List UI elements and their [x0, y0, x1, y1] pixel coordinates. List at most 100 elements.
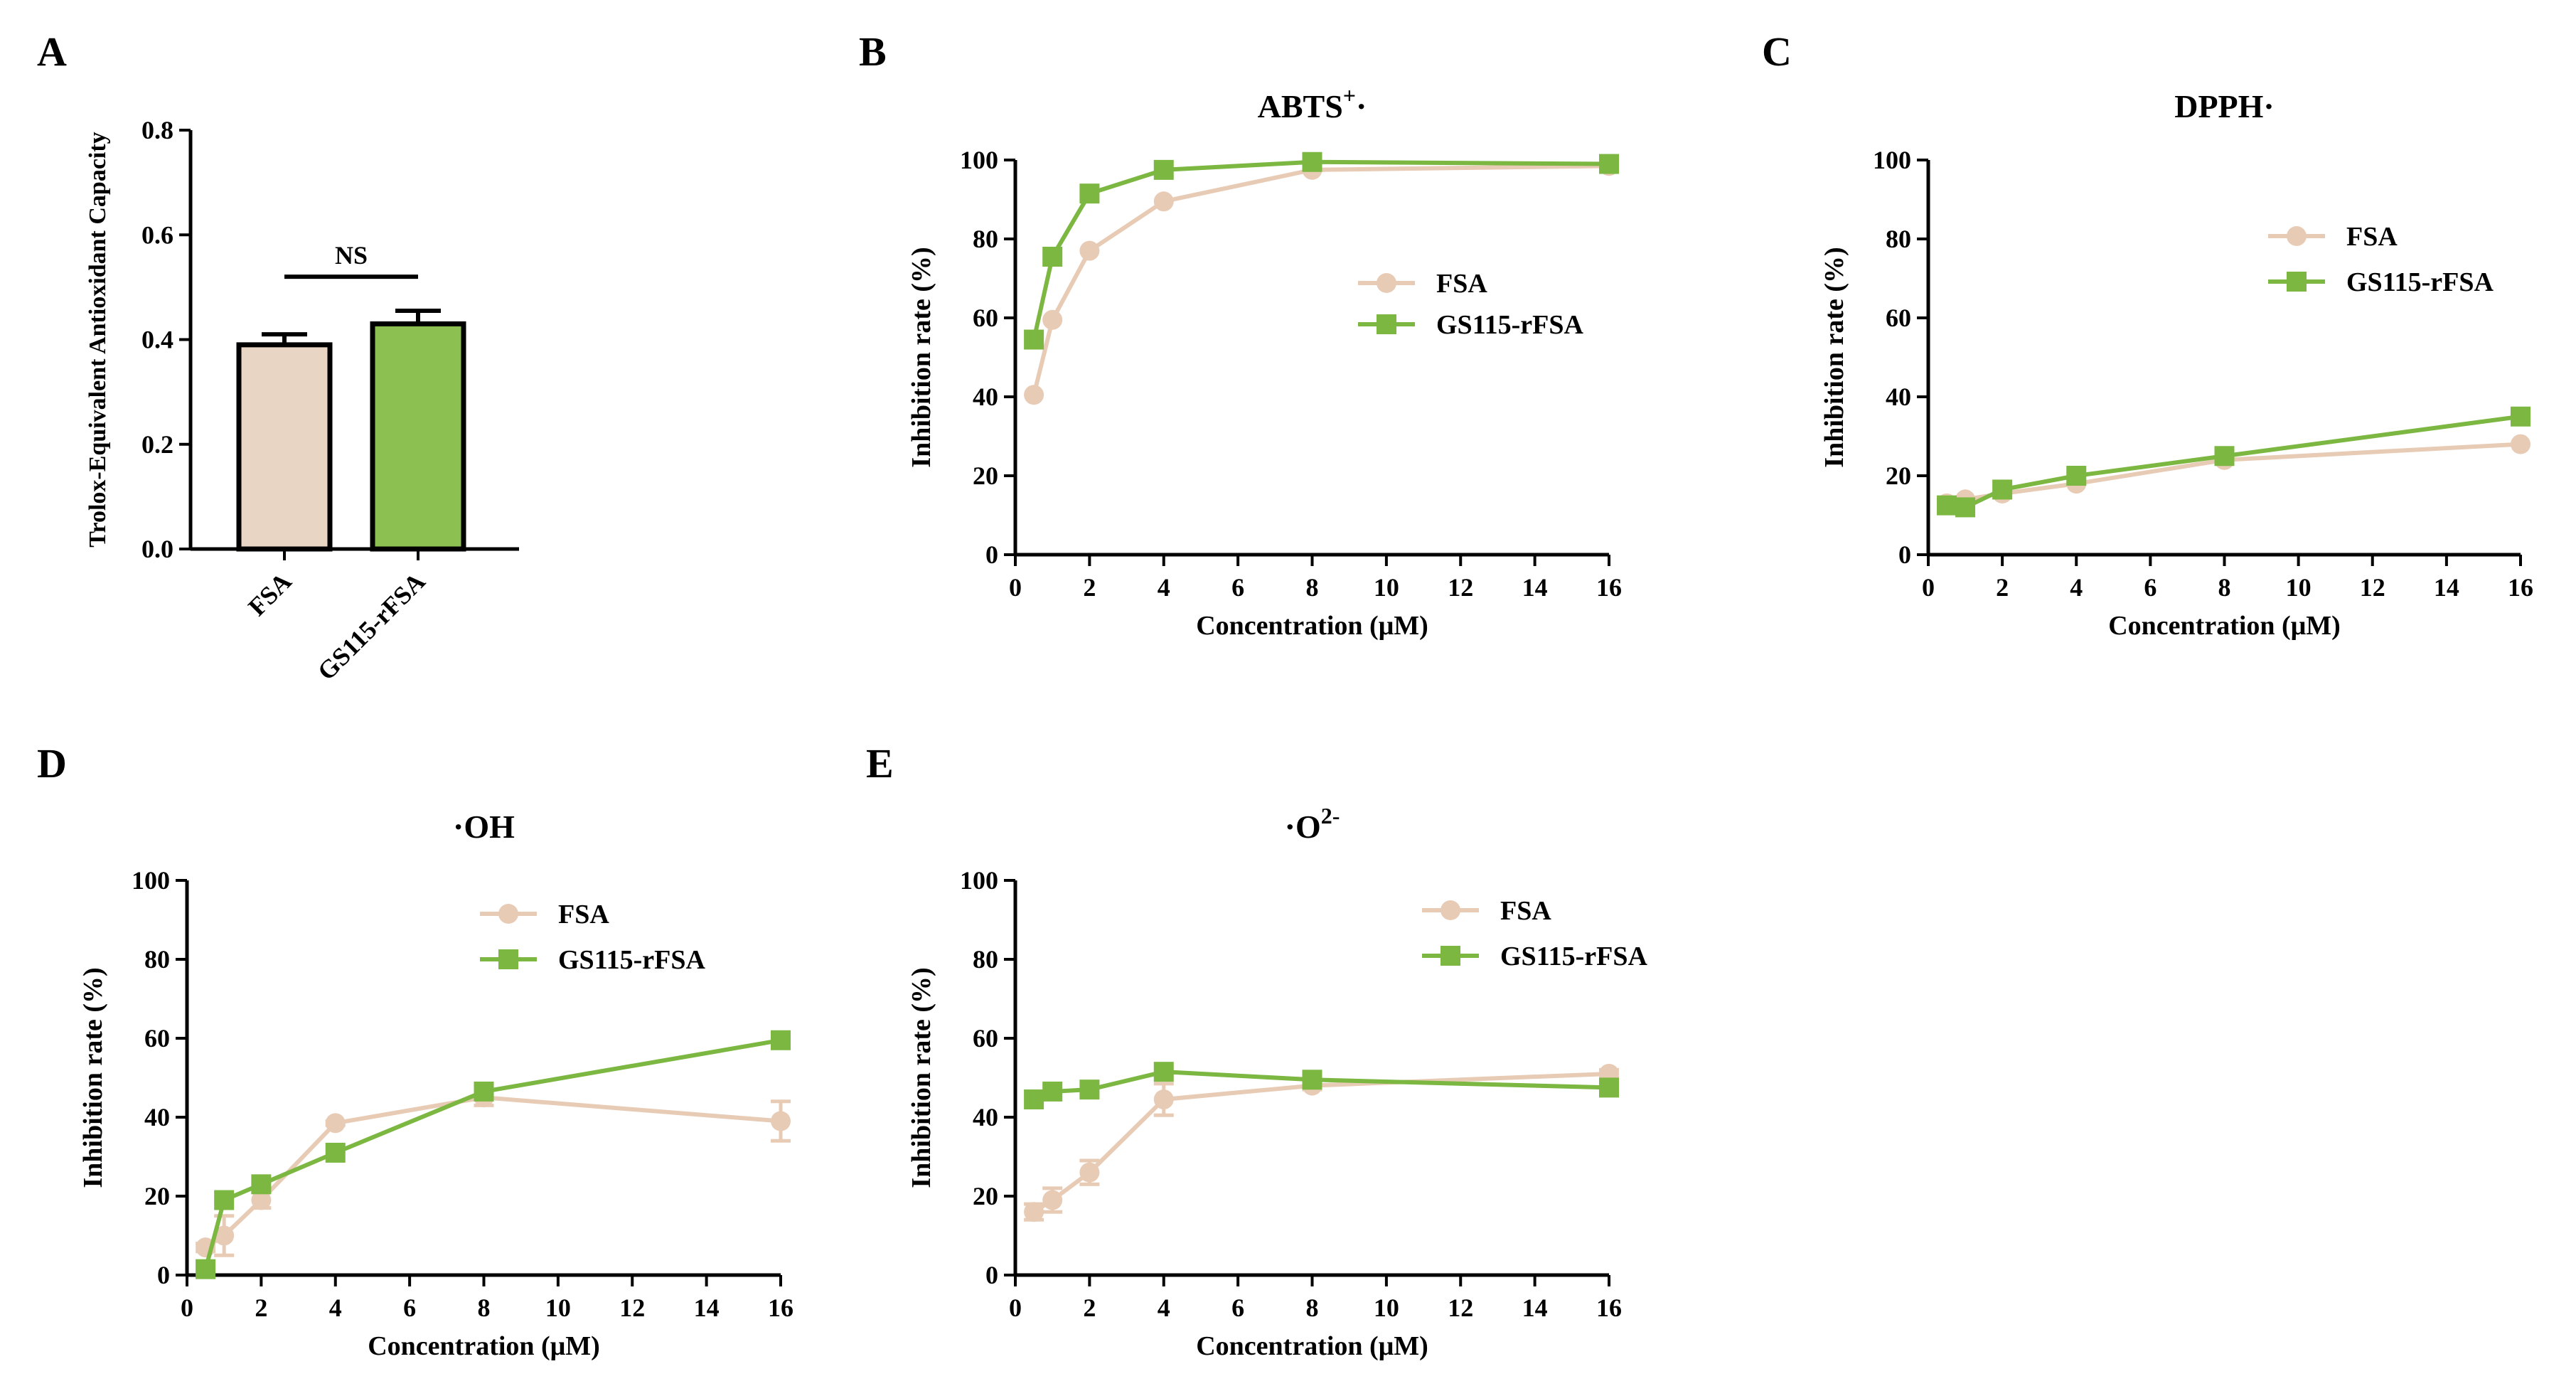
- y-tick-label: 0.6: [141, 220, 173, 249]
- series-line-gs115-rfsa: [203, 1038, 781, 1270]
- data-point-fsa: [251, 1190, 272, 1210]
- x-tick-label: 6: [1231, 1294, 1244, 1322]
- x-tick-label: 0: [1009, 1294, 1022, 1322]
- data-point-gs115-rfsa: [2511, 406, 2530, 427]
- legend-marker: [2287, 272, 2307, 292]
- data-point-gs115-rfsa: [1024, 1089, 1044, 1110]
- y-tick-label: 60: [973, 304, 998, 332]
- y-tick-label: 100: [960, 866, 998, 895]
- y-tick-label: 80: [1886, 225, 1911, 253]
- legend-label: FSA: [1500, 896, 1551, 926]
- x-tick-label: 2: [1083, 1294, 1096, 1322]
- x-tick-label: FSA: [242, 567, 296, 621]
- y-axis-title: Inhibition rate (%): [907, 967, 936, 1188]
- data-point-gs115-rfsa: [2066, 466, 2087, 486]
- significance-label: NS: [335, 241, 368, 270]
- x-tick-label: 8: [478, 1294, 491, 1322]
- x-tick-label: 4: [1158, 1294, 1170, 1322]
- y-tick-label: 100: [1873, 146, 1911, 174]
- data-point-gs115-rfsa: [196, 1259, 216, 1279]
- panel-label: C: [1762, 28, 1792, 75]
- x-tick-label: 16: [2508, 573, 2533, 602]
- x-tick-label: 16: [768, 1294, 793, 1322]
- x-tick-label: 0: [1922, 573, 1935, 602]
- legend-marker: [2287, 226, 2307, 246]
- y-tick-label: 0: [985, 540, 998, 569]
- x-tick-label: 16: [1596, 1294, 1622, 1322]
- y-axis-title: Trolox-Equivalent Antioxidant Capacity: [85, 132, 111, 547]
- data-point-gs115-rfsa: [474, 1081, 494, 1102]
- data-point-gs115-rfsa: [1937, 495, 1957, 516]
- data-point-gs115-rfsa: [1302, 151, 1322, 172]
- data-point-gs115-rfsa: [214, 1190, 235, 1210]
- data-point-fsa: [1042, 309, 1063, 330]
- panel-d: D 0 20 40 60 80 100 0 2 4 6 8 10 12 14 16 Concentration …: [37, 740, 793, 1361]
- x-tick-label: 14: [2434, 573, 2459, 602]
- panel-label: D: [37, 740, 67, 787]
- y-tick-label: 60: [144, 1024, 170, 1052]
- y-tick-label: 0: [985, 1261, 998, 1289]
- data-point-gs115-rfsa: [1079, 183, 1100, 204]
- panel-b: B 0 20 40 60 80 100 0 2 4 6 8 10 12 14 16 Concentration …: [859, 28, 1622, 641]
- data-point-gs115-rfsa: [771, 1030, 791, 1050]
- legend-label: GS115-rFSA: [558, 945, 705, 975]
- data-point-fsa: [325, 1113, 346, 1134]
- x-tick-label: 8: [2218, 573, 2231, 602]
- x-tick-label: 8: [1306, 1294, 1319, 1322]
- data-point-fsa: [1153, 1089, 1174, 1110]
- series-line-gs115-rfsa: [1032, 159, 1610, 341]
- x-axis-title: Concentration (μM): [1196, 611, 1428, 641]
- data-point-gs115-rfsa: [1599, 1077, 1619, 1098]
- data-point-fsa: [1079, 1162, 1100, 1183]
- y-tick-label: 0.4: [141, 326, 173, 354]
- x-tick-label: 12: [1448, 1294, 1473, 1322]
- data-point-fsa: [1024, 1202, 1044, 1222]
- y-tick-label: 0.2: [141, 430, 173, 459]
- y-tick-label: 0.0: [141, 535, 173, 563]
- data-point-gs115-rfsa: [325, 1142, 346, 1163]
- legend-label: FSA: [2346, 222, 2398, 252]
- data-point-gs115-rfsa: [1599, 154, 1619, 174]
- x-tick-label: 10: [1374, 1294, 1399, 1322]
- x-tick-label: 14: [694, 1294, 720, 1322]
- x-tick-label: 6: [1231, 573, 1244, 602]
- legend-marker: [498, 904, 518, 924]
- legend-label: GS115-rFSA: [1500, 942, 1647, 971]
- data-point-gs115-rfsa: [1302, 1070, 1322, 1090]
- y-axis-title: Inhibition rate (%): [1819, 247, 1849, 467]
- x-tick-label: 2: [1083, 573, 1096, 602]
- y-tick-label: 40: [973, 383, 998, 411]
- bar-gs115-rfsa: [370, 321, 466, 552]
- data-point-gs115-rfsa: [1024, 329, 1044, 350]
- chart-title-superscript: +: [1343, 82, 1356, 108]
- chart-title: DPPH·: [2174, 88, 2275, 124]
- y-tick-label: 80: [144, 945, 170, 974]
- chart-title: ·OH: [453, 809, 515, 845]
- chart-title-superscript: 2-: [1321, 803, 1340, 828]
- x-tick-label: 14: [1522, 573, 1548, 602]
- x-tick-label: 10: [545, 1294, 571, 1322]
- legend-label: GS115-rFSA: [1436, 310, 1583, 340]
- x-tick-label: 4: [2070, 573, 2083, 602]
- x-axis-title: Concentration (μM): [368, 1331, 600, 1361]
- data-point-gs115-rfsa: [2214, 446, 2235, 467]
- data-point-fsa: [1024, 385, 1044, 405]
- y-tick-label: 40: [1886, 383, 1911, 411]
- y-axis-title: Inhibition rate (%): [78, 967, 108, 1188]
- x-tick-label: 4: [329, 1294, 342, 1322]
- x-tick-label: 0: [1009, 573, 1022, 602]
- data-point-gs115-rfsa: [1955, 497, 1976, 518]
- panel-label: E: [866, 740, 894, 787]
- y-tick-label: 20: [144, 1182, 170, 1210]
- legend-label: FSA: [1436, 269, 1487, 299]
- y-tick-label: 0: [1898, 540, 1911, 569]
- data-point-gs115-rfsa: [1992, 479, 2013, 500]
- chart-title-main: DPPH·: [2174, 88, 2275, 124]
- x-tick-label: 12: [619, 1294, 645, 1322]
- chart-title-suffix: ·: [1356, 88, 1367, 124]
- data-point-gs115-rfsa: [1079, 1080, 1100, 1100]
- data-point-fsa: [771, 1111, 791, 1131]
- panel-e: E 0 20 40 60 80 100 0 2 4 6 8 10 12 14 16 Concentration …: [866, 740, 1647, 1361]
- y-tick-label: 20: [973, 462, 998, 490]
